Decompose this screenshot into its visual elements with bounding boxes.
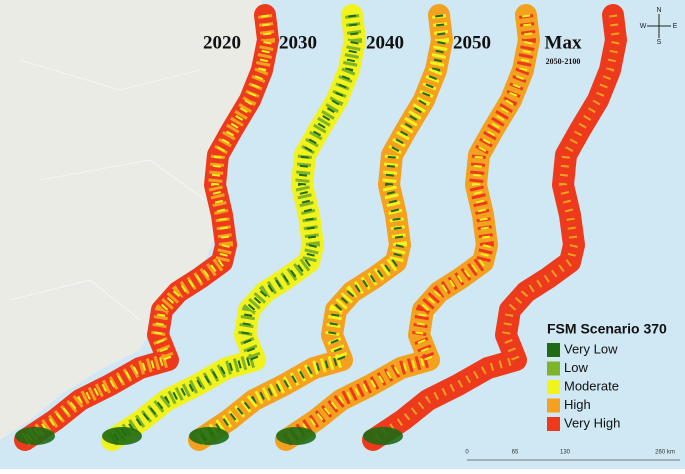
coast-strip xyxy=(102,15,355,445)
panel-title: 2020 xyxy=(203,32,241,53)
scale-label: 260 km xyxy=(655,450,675,456)
legend-swatch xyxy=(547,417,560,431)
strip-south xyxy=(363,427,403,445)
legend-label: High xyxy=(564,397,591,412)
roads xyxy=(9,59,206,321)
scale-label: 130 xyxy=(560,450,571,456)
panel-subtitle: 2050-2100 xyxy=(546,57,581,66)
legend-swatch xyxy=(547,398,560,413)
legend-label: Very Low xyxy=(564,341,618,356)
scale-label: 65 xyxy=(512,450,519,456)
legend-label: Very High xyxy=(564,415,620,430)
legend-label: Low xyxy=(564,360,588,375)
land xyxy=(0,0,262,440)
strips xyxy=(15,15,616,445)
legend-title: FSM Scenario 370 xyxy=(547,321,667,337)
titles: 2020 2030 2040 2050 Max 2050-2100 xyxy=(203,32,582,65)
compass-w: W xyxy=(640,23,647,30)
scale-label: 0 xyxy=(465,450,469,456)
coast-strip xyxy=(15,15,268,445)
legend-swatch xyxy=(547,361,560,376)
strip-south xyxy=(276,427,316,445)
panel-title: 2050 xyxy=(453,32,491,53)
compass-s: S xyxy=(657,39,662,46)
legend-swatch xyxy=(547,343,560,357)
coast-strip xyxy=(363,15,616,445)
panel-title: 2040 xyxy=(366,32,404,53)
compass-n: N xyxy=(656,7,661,14)
coast-strip xyxy=(189,15,442,445)
strip-south xyxy=(189,427,229,445)
legend-swatch xyxy=(547,380,560,394)
compass: N S E W xyxy=(640,7,678,46)
compass-e: E xyxy=(673,23,678,30)
scale-bar: 0 65 130 260 km xyxy=(465,450,680,461)
legend-label: Moderate xyxy=(564,378,619,393)
strip-south xyxy=(15,427,55,445)
legend: FSM Scenario 370 Very Low Low Moderate High… xyxy=(547,321,667,431)
coast-strip xyxy=(276,15,529,445)
panel-title: Max xyxy=(545,32,582,53)
strip-south xyxy=(102,427,142,445)
panel-title: 2030 xyxy=(279,32,317,53)
